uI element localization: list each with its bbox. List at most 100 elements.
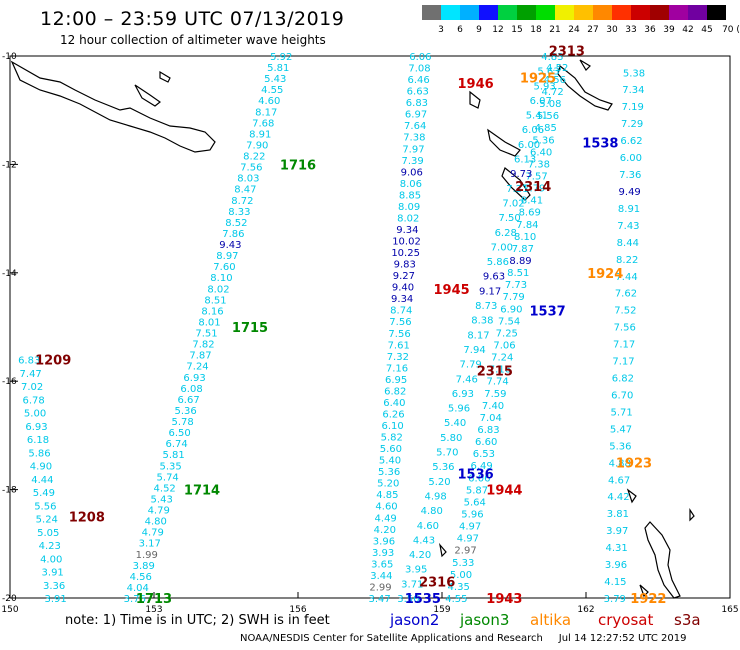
wave-height-value: 3.81	[607, 509, 629, 520]
wave-height-value: 7.16	[489, 365, 511, 376]
wave-height-value: 8.17	[255, 107, 277, 118]
wave-height-value: 7.56	[614, 323, 636, 334]
pass-label: 1922	[630, 592, 666, 607]
wave-height-value: 6.82	[384, 386, 406, 397]
wave-height-value: 4.60	[375, 502, 397, 513]
pass-label: 1209	[35, 354, 71, 369]
wave-height-value: 7.36	[619, 170, 641, 181]
wave-height-value: 5.20	[428, 477, 450, 488]
wave-height-value: 9.73	[510, 169, 532, 180]
wave-height-value: 7.25	[496, 328, 518, 339]
wave-height-value: 8.44	[617, 238, 639, 249]
scale-tick: 15	[511, 25, 523, 35]
scale-swatch	[536, 5, 555, 20]
wave-height-value: 5.82	[381, 433, 403, 444]
wave-height-value: 5.35	[160, 461, 182, 472]
wave-height-value: 5.63	[537, 67, 559, 78]
wave-height-value: 7.64	[404, 121, 426, 132]
scale-swatch	[669, 5, 688, 20]
wave-height-value: 7.60	[213, 262, 235, 273]
wave-height-value: 7.21	[506, 184, 528, 195]
wave-height-value: 8.38	[471, 316, 493, 327]
wave-height-value: 4.72	[541, 87, 563, 98]
wave-height-value: 7.08	[408, 64, 430, 75]
wave-height-value: 6.90	[500, 304, 522, 315]
wave-height-value: 9.34	[391, 294, 413, 305]
wave-height-value: 5.41	[526, 111, 548, 122]
wave-height-value: 6.60	[475, 437, 497, 448]
scale-swatch	[612, 5, 631, 20]
page-subtitle: 12 hour collection of altimeter wave hei…	[60, 33, 326, 47]
legend-jason2: jason2	[390, 611, 440, 629]
wave-height-value: 4.79	[148, 506, 170, 517]
wave-height-value: 6.18	[27, 435, 49, 446]
wave-height-value: 5.93	[533, 81, 555, 92]
wave-height-value: 5.60	[380, 444, 402, 455]
wave-height-value: 5.05	[37, 528, 59, 539]
wave-height-value: 3.96	[373, 536, 395, 547]
wave-height-value: 8.02	[397, 213, 419, 224]
wave-height-value: 8.51	[507, 268, 529, 279]
wave-height-value: 5.49	[33, 488, 55, 499]
wave-height-value: 5.71	[610, 407, 632, 418]
wave-height-value: 7.87	[189, 351, 211, 362]
wave-height-value: 4.31	[606, 543, 628, 554]
wave-height-value: 6.74	[165, 439, 187, 450]
wave-height-value: 5.78	[171, 417, 193, 428]
wave-height-value: 8.52	[225, 218, 247, 229]
wave-height-value: 7.56	[389, 317, 411, 328]
scale-tick: 70 (ft)	[722, 25, 740, 35]
lat-tick-label: -20	[2, 594, 17, 604]
wave-height-value: 5.00	[24, 409, 46, 420]
wave-height-value: 7.39	[401, 156, 423, 167]
wave-height-value: 5.64	[464, 497, 486, 508]
wave-height-value: 8.02	[207, 284, 229, 295]
lat-tick-label: -14	[2, 269, 17, 279]
wave-height-value: 5.36	[378, 467, 400, 478]
wave-height-value: 3.96	[605, 560, 627, 571]
wave-height-value: 7.56	[240, 163, 262, 174]
scale-tick: 30	[606, 25, 618, 35]
wave-height-value: 8.06	[400, 179, 422, 190]
wave-height-value: 6.00	[620, 153, 642, 164]
wave-height-value: 7.61	[388, 340, 410, 351]
wave-height-value: 8.91	[249, 129, 271, 140]
pass-label: 2315	[477, 364, 513, 379]
wave-height-value: 8.17	[467, 330, 489, 341]
wave-height-value: 6.70	[611, 390, 633, 401]
scale-swatch	[574, 5, 593, 20]
wave-height-value: 6.83	[18, 356, 40, 367]
lon-tick-label: 156	[289, 605, 306, 615]
wave-height-value: 7.43	[617, 221, 639, 232]
wave-height-value: 3.91	[44, 594, 66, 605]
wave-height-value: 8.41	[521, 196, 543, 207]
wave-height-value: 6.10	[381, 421, 403, 432]
wave-height-value: 5.70	[436, 448, 458, 459]
wave-height-value: 9.17	[479, 286, 501, 297]
wave-height-value: 3.56	[397, 594, 419, 605]
pass-label: 1715	[232, 321, 268, 336]
scale-tick: 18	[530, 25, 542, 35]
scale-tick: 24	[568, 25, 580, 35]
wave-height-value: 4.56	[544, 75, 566, 86]
wave-height-value: 7.44	[615, 272, 637, 283]
wave-height-value: 3.95	[405, 565, 427, 576]
wave-height-value: 4.00	[40, 554, 62, 565]
wave-height-value: 3.17	[139, 539, 161, 550]
scale-swatch	[650, 5, 669, 20]
pass-label: 1535	[405, 592, 441, 607]
wave-height-value: 7.29	[621, 119, 643, 130]
wave-height-value: 5.36	[609, 441, 631, 452]
wave-height-value: 7.79	[523, 184, 545, 195]
wave-height-value: 6.26	[382, 409, 404, 420]
wave-height-value: 8.10	[210, 273, 232, 284]
wave-height-value: 5.00	[450, 570, 472, 581]
wave-height-value: 4.55	[261, 85, 283, 96]
wave-height-value: 1.99	[136, 550, 158, 561]
wave-height-value: 4.42	[607, 492, 629, 503]
wave-height-value: 5.87	[466, 485, 488, 496]
wave-height-value: 5.36	[174, 406, 196, 417]
wave-height-value: 6.63	[407, 87, 429, 98]
wave-height-value: 4.60	[258, 96, 280, 107]
